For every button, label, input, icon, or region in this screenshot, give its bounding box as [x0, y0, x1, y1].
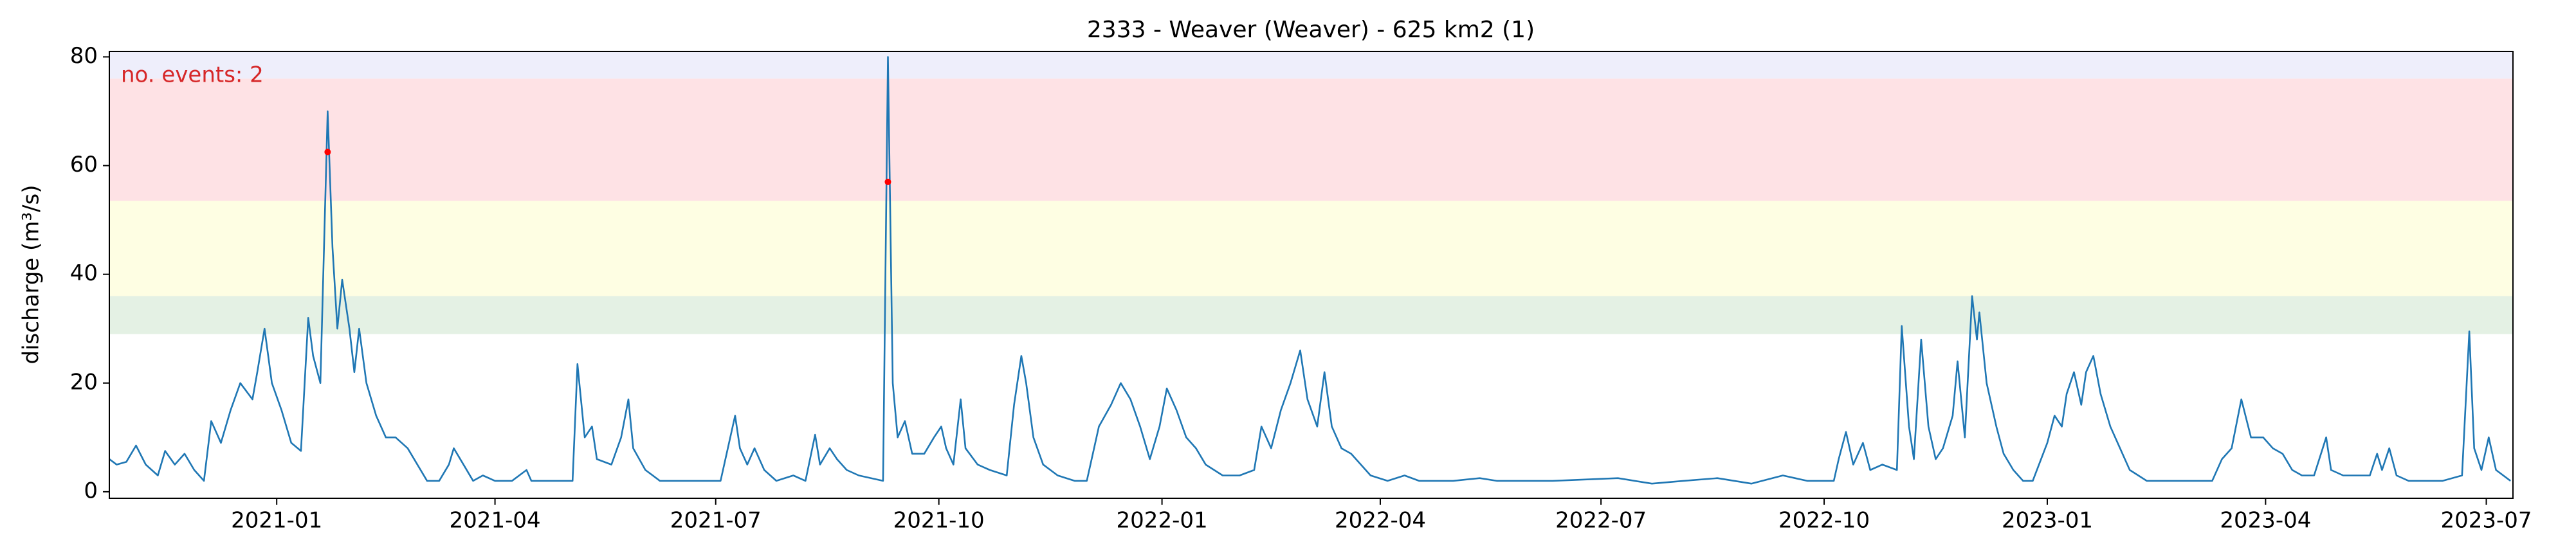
y-tick-label: 20 [70, 369, 98, 395]
x-tick-label: 2021-01 [231, 508, 322, 534]
x-tick-label: 2022-01 [1117, 508, 1208, 534]
x-tick-label: 2022-07 [1555, 508, 1647, 534]
threshold-band [109, 201, 2513, 296]
event-marker [324, 149, 331, 156]
y-tick-label: 60 [70, 152, 98, 177]
y-tick-label: 0 [84, 478, 98, 503]
event-marker [884, 178, 891, 185]
x-tick-label: 2023-04 [2220, 508, 2311, 534]
events-annotation: no. events: 2 [121, 62, 264, 88]
x-tick-label: 2022-04 [1335, 508, 1426, 534]
threshold-band [109, 51, 2513, 79]
y-tick-label: 80 [70, 43, 98, 69]
x-tick-label: 2023-01 [2002, 508, 2093, 534]
discharge-line [109, 56, 2511, 485]
x-tick-label: 2022-10 [1778, 508, 1870, 534]
y-tick-label: 40 [70, 260, 98, 286]
y-axis-label: discharge (m³/s) [19, 185, 44, 365]
chart-title: 2333 - Weaver (Weaver) - 625 km2 (1) [1087, 17, 1535, 43]
x-tick-label: 2021-04 [450, 508, 541, 534]
threshold-band [109, 296, 2513, 334]
x-tick-label: 2021-10 [893, 508, 985, 534]
x-tick-label: 2023-07 [2440, 508, 2532, 534]
plot-frame [109, 51, 2514, 499]
threshold-band [109, 78, 2513, 201]
x-tick-label: 2021-07 [670, 508, 762, 534]
